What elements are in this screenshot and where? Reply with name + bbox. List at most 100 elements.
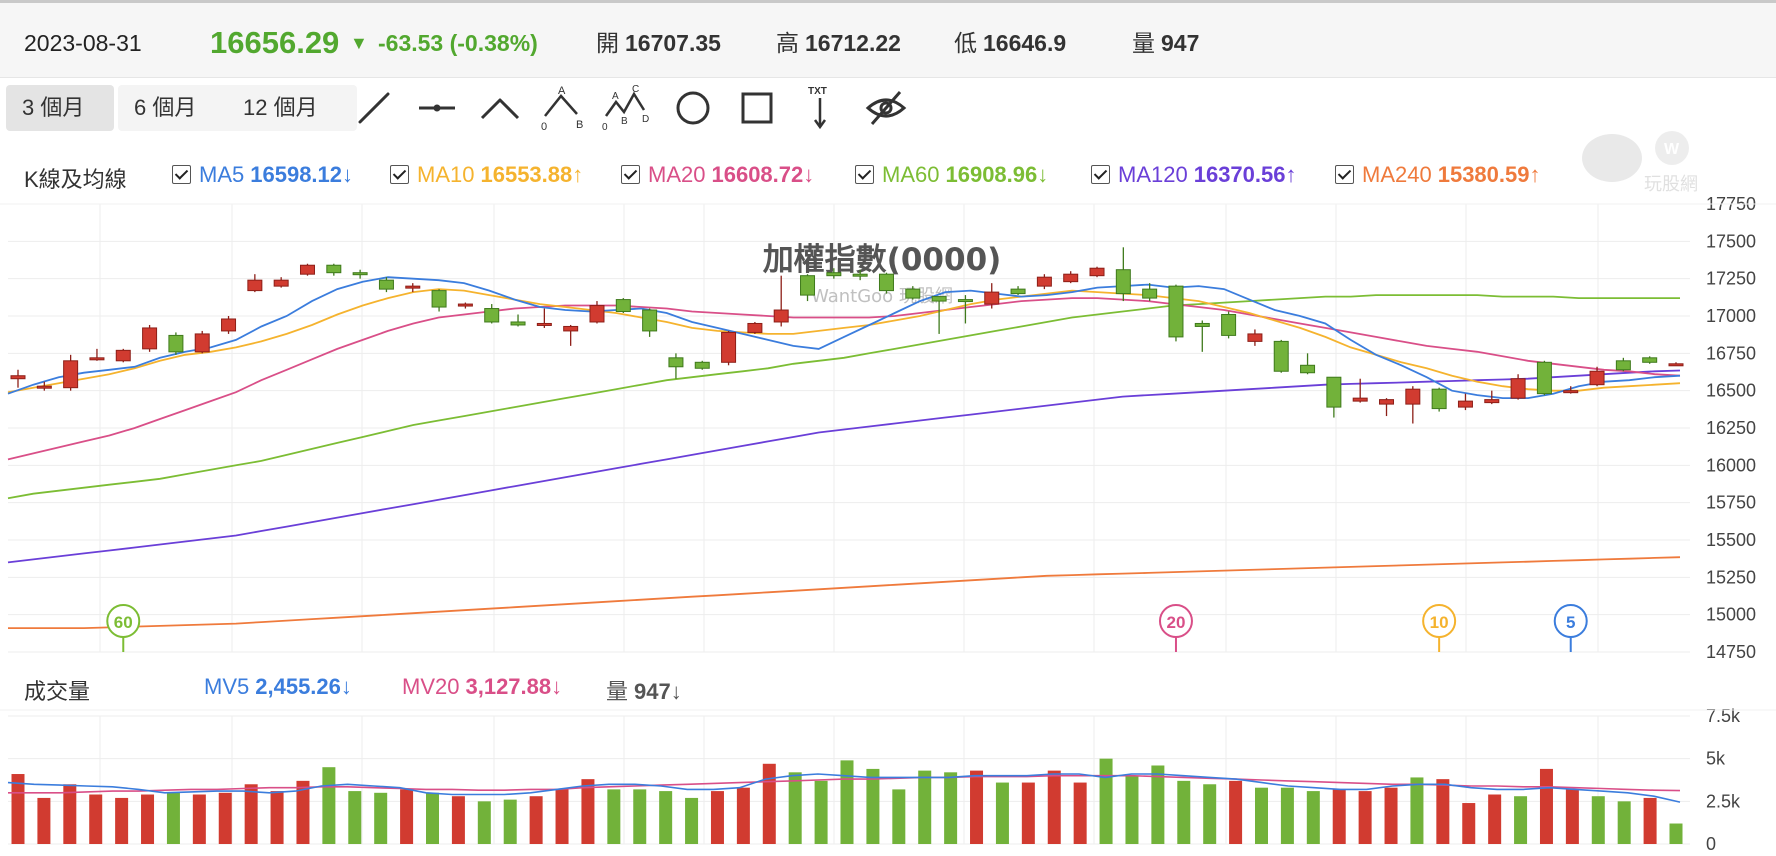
volume-bar [581,779,595,844]
candle-body [642,309,658,332]
volume-bar [995,782,1009,844]
ma240-toggle[interactable]: MA240 15380.59↑ [1335,162,1540,188]
volume-bar [1410,777,1424,844]
line-tool-icon[interactable] [350,84,398,132]
candle-body [1063,273,1079,283]
volume-bar [1514,796,1528,844]
ma20-toggle[interactable]: MA20 16608.72↓ [621,162,814,188]
volume-bar [1488,794,1502,844]
volume-axis-tick-label: 7.5k [1706,706,1741,726]
candle-body [1510,378,1526,399]
candle-body [1142,288,1158,299]
ma5-checkbox[interactable] [172,165,191,184]
ma20-checkbox[interactable] [621,165,640,184]
ma10-period-marker: 10 [1422,604,1457,652]
price-axis-tick-label: 17250 [1706,269,1756,289]
candle-body [484,308,500,323]
chart-toolbar: 3 個月 6 個月 12 個月 0 A B 0 A B C D TXT [0,82,1776,136]
abcd-pattern-tool-icon[interactable]: 0 A B C D [602,84,650,132]
quote-open: 開 16707.35 [596,30,721,56]
volume-bar [141,794,155,844]
volume-bar [1073,782,1087,844]
volume-bar [37,797,51,844]
ma60-line [7,294,1680,500]
candle-body [273,279,289,287]
candle-body [1115,269,1131,295]
ma10-toggle[interactable]: MA10 16553.88↑ [390,162,583,188]
ma5-toggle[interactable]: MA5 16598.12↓ [172,162,353,188]
ma60-checkbox[interactable] [855,165,874,184]
ma-marker-circle [1553,604,1588,638]
ma-marker-label: 5 [1566,613,1575,632]
ma240-checkbox[interactable] [1335,165,1354,184]
hide-drawings-icon[interactable] [862,84,910,132]
price-axis-tick-label: 15250 [1706,567,1756,587]
horizontal-line-tool-icon[interactable] [413,84,461,132]
volume-bar [892,789,906,844]
volume-today-legend: 量 947↓ [606,679,682,704]
tab-12-months[interactable]: 12 個月 [227,85,357,131]
candle-body [142,327,158,350]
volume-axis-tick-label: 2.5k [1706,791,1741,811]
ma10-line [7,288,1681,394]
kline-ma-title: K線及均線 [24,167,127,192]
ma240-line [8,556,1681,629]
rectangle-tool-icon[interactable] [733,84,781,132]
candle-body [194,333,210,353]
volume-bar [1358,791,1372,844]
volume-bar [166,792,180,844]
angle-line-tool-icon[interactable] [476,84,524,132]
volume-bar [503,799,517,844]
volume-bar [63,784,77,844]
mv20-line [8,774,1681,794]
volume-bar [477,801,491,844]
candle-body [115,349,131,362]
text-annotation-tool-icon[interactable]: TXT [796,84,844,132]
volume-bar [322,767,336,844]
volume-bar [1462,803,1476,844]
abc-pattern-tool-icon[interactable]: 0 A B [539,84,587,132]
quote-low: 低 16646.9 [954,30,1067,56]
candle-body [1536,361,1552,395]
volume-bar [11,774,25,844]
volume-bar [814,780,828,844]
candle-body [826,272,842,277]
volume-legend: 成交量 MV5 2,455.26↓ MV20 3,127.88↓ 量 947↓ [0,668,1776,708]
mv5-line [7,773,1681,803]
ma-marker-circle [106,604,141,638]
volume-bar [1229,780,1243,844]
candle-body [89,357,105,361]
volume-bar [710,791,724,844]
candle-body [1563,390,1579,394]
candle-body [247,279,263,292]
candle-body [431,290,447,308]
candle-body [694,361,710,369]
candle-body [1036,276,1052,287]
ma120-toggle[interactable]: MA120 16370.56↑ [1091,162,1296,188]
text-tool-label: TXT [808,86,827,97]
volume-bar [1203,784,1217,844]
candle-body [63,360,79,389]
candle-body [1273,340,1289,372]
candle-body [1194,322,1210,327]
candle-body [1379,399,1395,405]
quote-change: -63.53 (-0.38%) [378,30,538,56]
tab-3-months[interactable]: 3 個月 [6,85,114,131]
price-axis-tick-label: 15500 [1706,530,1756,550]
candle-body [168,334,184,353]
candle-body [1089,267,1105,277]
price-axis-tick-label: 14750 [1706,642,1756,662]
ma120-checkbox[interactable] [1091,165,1110,184]
candle-body [747,322,763,333]
volume-bar [348,791,362,844]
ma60-toggle[interactable]: MA60 16908.96↓ [855,162,1048,188]
volume-bar [426,792,439,844]
circle-tool-icon[interactable] [669,84,717,132]
tab-6-months[interactable]: 6 個月 [118,85,236,131]
candle-body [800,275,816,296]
volume-bar [607,789,621,844]
ma10-checkbox[interactable] [390,165,409,184]
volume-bar [918,770,932,844]
svg-text:W: W [1664,141,1680,158]
